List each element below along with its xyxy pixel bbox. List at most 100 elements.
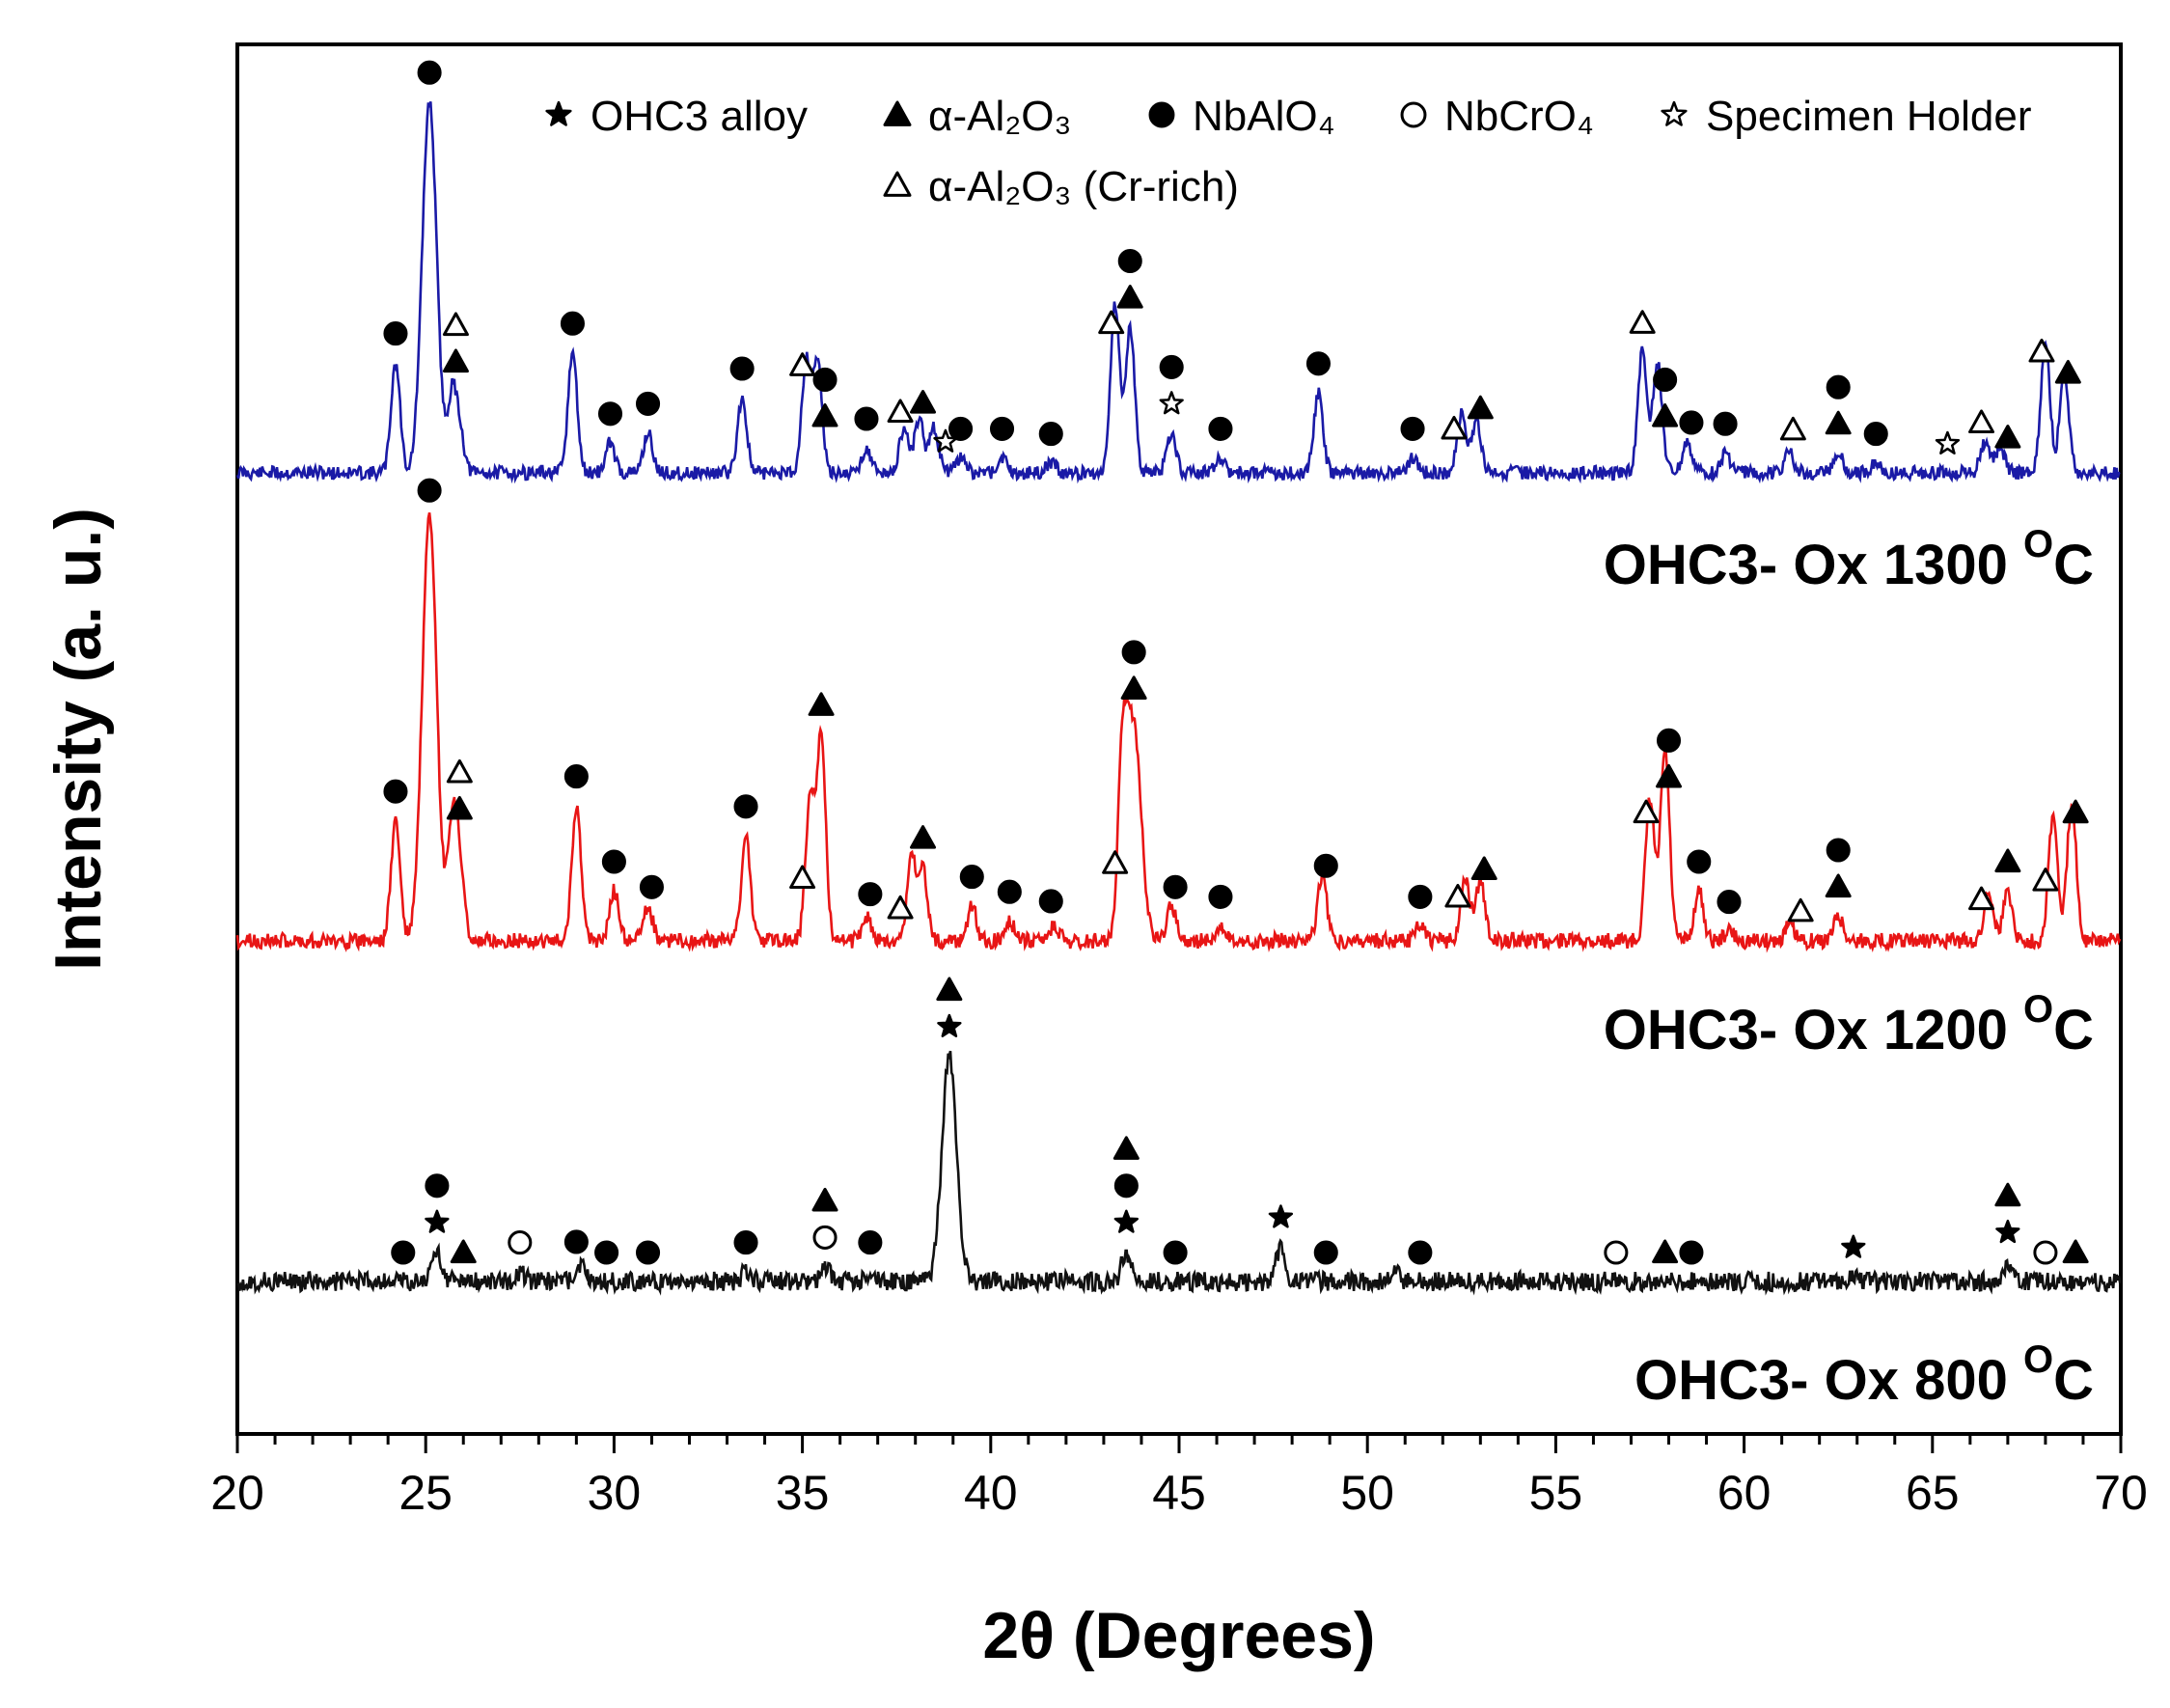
phase-marker-filled-circle (594, 1240, 619, 1265)
phase-marker-filled-triangle (1116, 285, 1143, 309)
phase-marker-open-triangle (789, 352, 816, 376)
phase-marker-filled-circle (1159, 354, 1184, 379)
phase-marker-open-triangle (789, 865, 816, 890)
phase-marker-open-triangle (887, 399, 914, 424)
phase-marker-filled-star (1995, 1219, 2020, 1244)
legend-text-specimen-holder: Specimen Holder (1706, 93, 2032, 140)
phase-marker-filled-triangle (1994, 848, 2021, 873)
phase-marker-filled-circle (1713, 411, 1738, 436)
phase-marker-filled-triangle (1467, 395, 1494, 420)
x-tick-label: 70 (2094, 1466, 2148, 1520)
phase-marker-filled-circle (1208, 416, 1233, 441)
phase-marker-filled-circle (560, 311, 585, 336)
series-line-800 (236, 1050, 2122, 1296)
phase-marker-filled-circle (601, 849, 626, 874)
phase-marker-filled-triangle (883, 100, 912, 126)
phase-marker-filled-circle (1163, 1240, 1188, 1265)
phase-marker-open-circle (508, 1230, 533, 1255)
phase-marker-open-triangle (1441, 415, 1468, 440)
phase-marker-filled-triangle (1825, 873, 1852, 898)
plot-frame (235, 42, 2123, 1436)
phase-marker-filled-circle (812, 367, 838, 392)
phase-marker-filled-circle (997, 879, 1022, 904)
phase-marker-filled-circle (1305, 351, 1331, 376)
phase-marker-filled-circle (1717, 890, 1742, 915)
x-tick-label: 65 (1906, 1466, 1960, 1520)
x-tick-label: 60 (1717, 1466, 1772, 1520)
phase-marker-filled-triangle (1652, 1239, 1679, 1264)
phase-marker-filled-circle (639, 874, 664, 899)
x-axis-title: 2θ (Degrees) (982, 1599, 1375, 1672)
series-label-1300: OHC3- Ox 1300 OC (1604, 523, 2094, 596)
phase-marker-open-triangle (442, 312, 469, 337)
series-label-1200: OHC3- Ox 1200 OC (1604, 988, 2094, 1061)
phase-marker-open-triangle (1968, 886, 1995, 911)
phase-marker-open-triangle (446, 758, 473, 784)
phase-marker-filled-circle (391, 1240, 416, 1265)
phase-marker-filled-circle (1863, 422, 1888, 447)
phase-marker-open-triangle (1629, 310, 1656, 334)
series-label-800: OHC3- Ox 800 OC (1634, 1338, 2094, 1412)
y-axis-title: Intensity (a. u.) (41, 508, 115, 971)
phase-marker-filled-circle (733, 794, 758, 819)
phase-marker-open-triangle (1102, 850, 1129, 874)
phase-marker-filled-circle (563, 1229, 589, 1254)
x-tick-label: 20 (210, 1466, 264, 1520)
phase-marker-filled-circle (1121, 640, 1146, 665)
phase-marker-filled-triangle (2054, 360, 2081, 384)
phase-marker-filled-circle (597, 401, 623, 427)
legend-item-alpha-al2o3-cr-rich: α-Al₂O₃ (Cr-rich) (883, 163, 1239, 210)
phase-marker-filled-circle (635, 391, 661, 416)
phase-marker-filled-circle (733, 1230, 758, 1255)
phase-marker-filled-triangle (936, 977, 963, 1002)
x-axis: 20 25 30 35 40 45 50 55 60 65 70 (210, 1434, 2148, 1520)
x-tick-label: 45 (1152, 1466, 1206, 1520)
phase-marker-filled-circle (1653, 367, 1678, 393)
phase-marker-filled-triangle (1656, 763, 1683, 788)
phase-marker-filled-circle (417, 478, 442, 503)
phase-marker-open-triangle (1779, 416, 1806, 441)
legend-text-alpha-al2o3-cr-rich: α-Al₂O₃ (Cr-rich) (928, 163, 1239, 210)
legend-text-alpha-al2o3: α-Al₂O₃ (928, 93, 1071, 140)
phase-marker-open-triangle (2032, 868, 2059, 892)
phase-marker-filled-circle (1117, 248, 1142, 274)
x-tick-label: 25 (398, 1466, 453, 1520)
phase-marker-filled-circle (635, 1240, 661, 1265)
phase-marker-open-triangle (1444, 883, 1471, 908)
x-tick-label: 55 (1529, 1466, 1583, 1520)
series-1300: OHC3- Ox 1300 OC (235, 60, 2121, 596)
legend-item-nbcro4: NbCrO₄ (1400, 93, 1594, 140)
x-tick-label: 50 (1340, 1466, 1394, 1520)
phase-marker-filled-circle (1148, 101, 1175, 128)
phase-marker-open-triangle (883, 171, 912, 197)
phase-marker-filled-triangle (1994, 425, 2021, 449)
phase-marker-filled-star (1268, 1204, 1294, 1228)
phase-marker-filled-circle (854, 406, 879, 431)
phase-marker-filled-triangle (1652, 402, 1679, 427)
phase-marker-filled-circle (425, 1173, 450, 1198)
phase-marker-filled-triangle (910, 390, 937, 414)
phase-marker-filled-circle (1826, 374, 1851, 399)
phase-marker-filled-circle (1408, 1240, 1433, 1265)
phase-marker-filled-circle (383, 321, 408, 346)
phase-marker-filled-circle (1313, 853, 1338, 878)
phase-marker-open-triangle (2028, 338, 2055, 363)
phase-marker-filled-triangle (2062, 1239, 2089, 1264)
legend-text-ohc3-alloy: OHC3 alloy (591, 93, 808, 140)
legend-item-specimen-holder: Specimen Holder (1661, 93, 2032, 140)
phase-marker-filled-circle (858, 1230, 883, 1255)
phase-marker-filled-triangle (450, 1239, 477, 1264)
phase-marker-open-triangle (1098, 310, 1125, 335)
phase-marker-filled-circle (1408, 884, 1433, 909)
phase-marker-filled-triangle (1470, 856, 1497, 880)
phase-marker-open-circle (1604, 1240, 1629, 1265)
phase-marker-filled-triangle (1825, 410, 1852, 435)
phase-marker-filled-circle (1163, 874, 1188, 899)
phase-marker-filled-triangle (442, 348, 469, 373)
phase-marker-filled-triangle (811, 402, 838, 427)
legend-item-alpha-al2o3: α-Al₂O₃ (883, 93, 1071, 140)
phase-marker-filled-circle (1208, 884, 1233, 909)
series-line-1300 (235, 101, 2121, 484)
x-tick-label: 35 (776, 1466, 830, 1520)
